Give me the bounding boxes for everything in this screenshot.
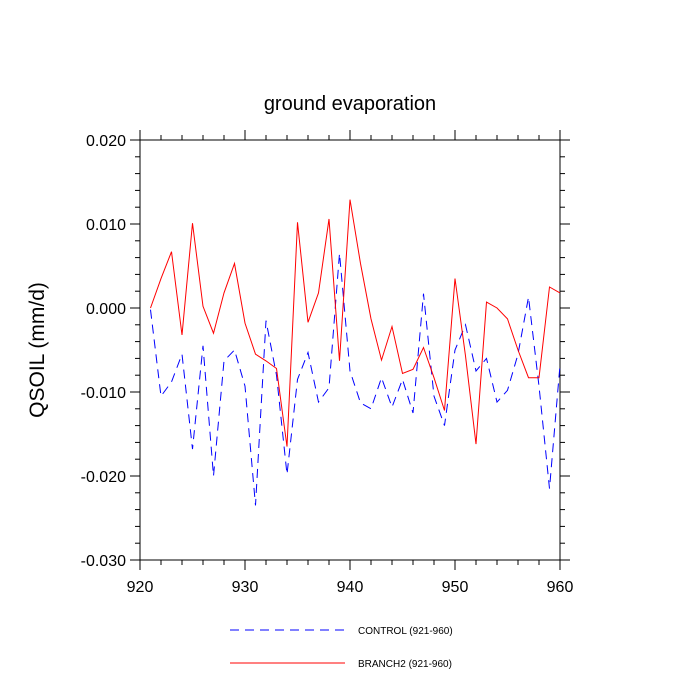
y-tick-label: -0.030 xyxy=(81,553,126,570)
y-tick-label: 0.000 xyxy=(86,301,126,318)
y-tick-label: 0.010 xyxy=(86,217,126,234)
legend-label-branch2: BRANCH2 (921-960) xyxy=(358,659,452,670)
y-axis-label: QSOIL (mm/d) xyxy=(26,282,49,418)
axis-ticks: 920 930 940 950 960 0.020 0.010 0.000 -0.010 -0.0… xyxy=(81,130,574,596)
series-line-control xyxy=(150,253,561,506)
series-line-branch2 xyxy=(150,199,561,447)
chart-title: ground evaporation xyxy=(264,93,436,115)
y-tick-label: -0.020 xyxy=(81,469,126,486)
x-tick-label: 940 xyxy=(337,579,364,596)
y-tick-label: 0.020 xyxy=(86,133,126,150)
x-tick-label: 930 xyxy=(232,579,259,596)
series-layer xyxy=(150,199,561,506)
y-tick-label: -0.010 xyxy=(81,385,126,402)
x-tick-label: 920 xyxy=(127,579,154,596)
legend-label-control: CONTROL (921-960) xyxy=(358,626,453,637)
x-tick-label: 960 xyxy=(547,579,574,596)
x-tick-label: 950 xyxy=(442,579,469,596)
legend: CONTROL (921-960) BRANCH2 (921-960) xyxy=(230,626,453,670)
